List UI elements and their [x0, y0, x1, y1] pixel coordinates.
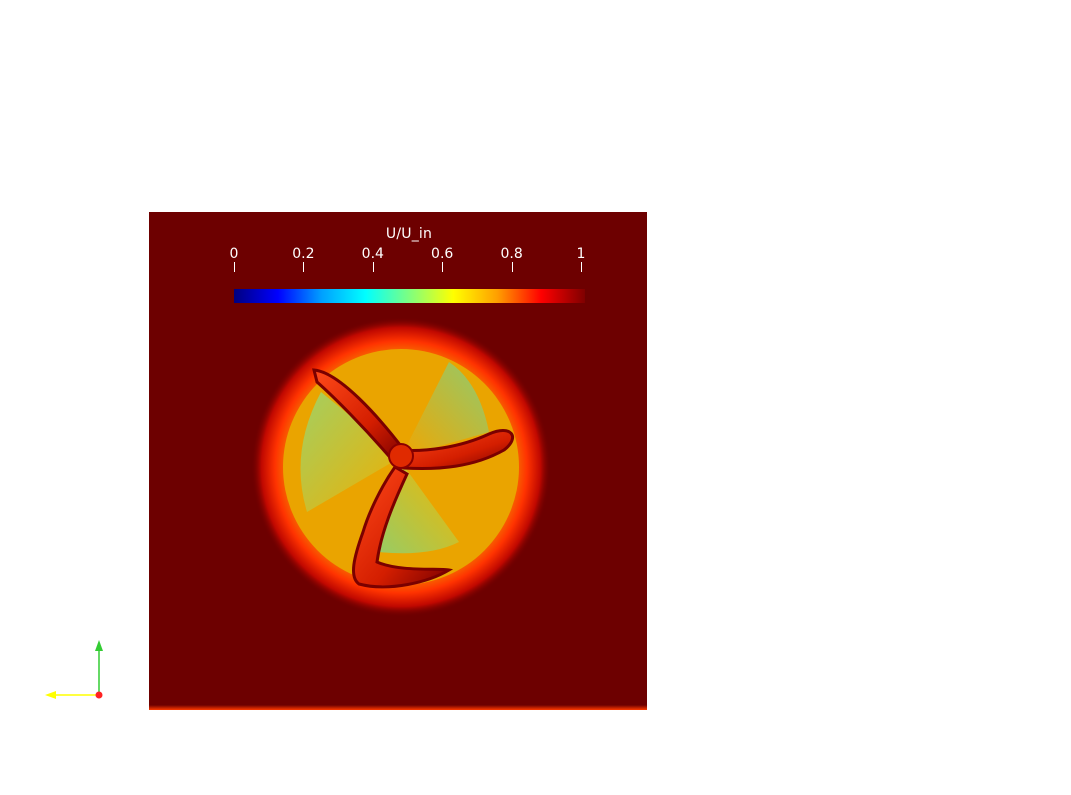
y-axis-arrow-icon [95, 640, 103, 651]
colorbar-ticks [229, 262, 589, 272]
velocity-field-render[interactable]: U/U_in 0 0.2 0.4 0.6 0.8 1 [149, 212, 647, 709]
wake-sector-left [300, 392, 401, 512]
x-axis-arrow-icon [45, 691, 56, 699]
colorbar-tick-label: 0.6 [431, 246, 454, 262]
colorbar-tick-mark [581, 262, 582, 272]
field-drawing [251, 317, 551, 617]
colorbar-tick-label: 1 [576, 246, 586, 262]
axes-origin-icon [95, 691, 103, 699]
colorbar-tick-mark [372, 262, 374, 272]
colorbar-tick-mark [234, 262, 235, 272]
colorbar-tick-mark [442, 262, 444, 272]
blade-bottom [352, 465, 454, 589]
colorbar-tick-mark [511, 262, 513, 272]
colorbar-tick-label: 0.4 [361, 246, 384, 262]
colorbar-title: U/U_in [385, 226, 433, 242]
colorbar-tick-mark [303, 262, 305, 272]
colorbar-legend: U/U_in 0 0.2 0.4 0.6 0.8 1 [229, 224, 589, 303]
orientation-axes[interactable] [40, 635, 110, 705]
colorbar-gradient [234, 289, 585, 303]
rotor-hub [388, 443, 414, 469]
wake-sector-right [401, 362, 489, 457]
blade-right [396, 428, 515, 471]
domain-bottom-edge [149, 705, 647, 710]
colorbar-tick-labels: 0 0.2 0.4 0.6 0.8 1 [229, 246, 589, 264]
colorbar-tick-label: 0 [229, 246, 239, 262]
colorbar-tick-label: 0.8 [500, 246, 523, 262]
colorbar-tick-label: 0.2 [292, 246, 315, 262]
